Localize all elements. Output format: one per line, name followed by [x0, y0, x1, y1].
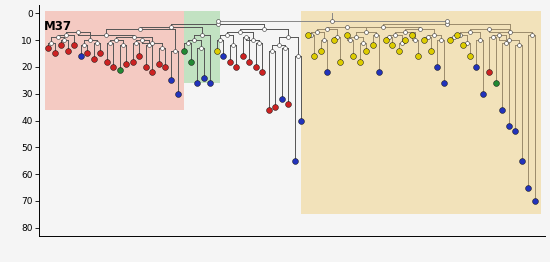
- Bar: [45, 10, 184, 110]
- Text: M37: M37: [43, 20, 72, 33]
- Bar: [301, 10, 541, 214]
- Bar: [184, 10, 220, 83]
